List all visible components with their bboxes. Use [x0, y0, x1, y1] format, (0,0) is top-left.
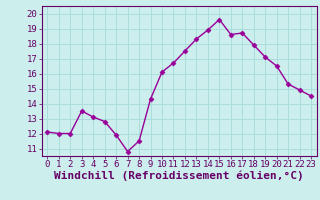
- X-axis label: Windchill (Refroidissement éolien,°C): Windchill (Refroidissement éolien,°C): [54, 171, 304, 181]
